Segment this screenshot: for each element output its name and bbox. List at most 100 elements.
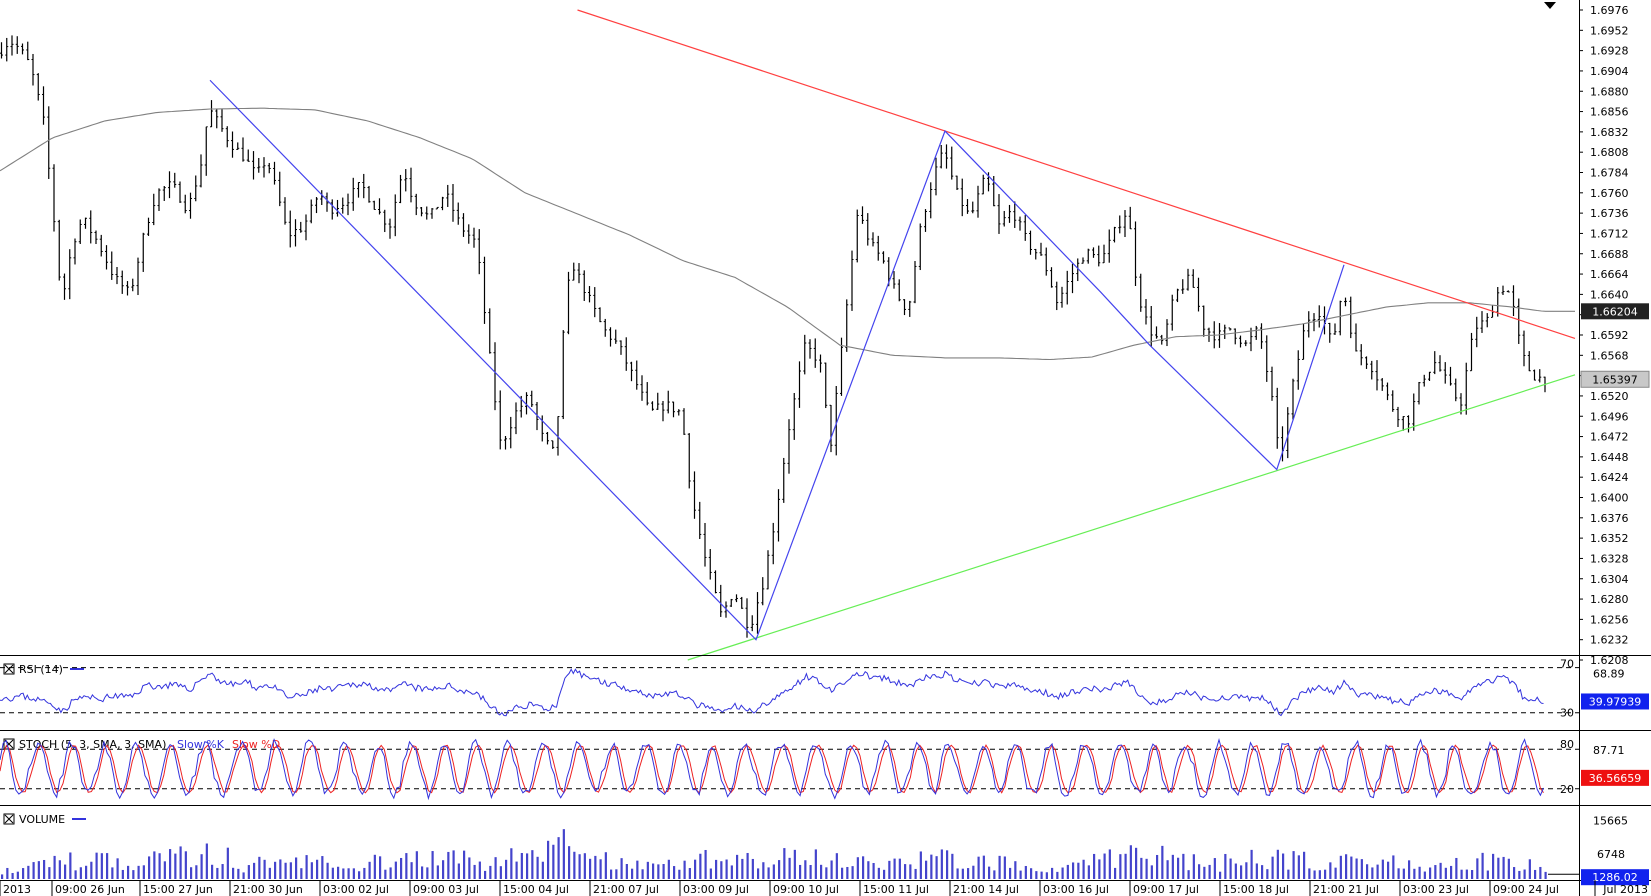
- price-bar: [1113, 226, 1116, 243]
- resistance-trendline[interactable]: [577, 9, 1576, 339]
- price-bar: [1412, 393, 1416, 431]
- stoch-panel[interactable]: STOCH (5, 3, SMA, 3, SMA) Slow %K Slow %…: [0, 737, 1649, 801]
- rsi-level-70-label: 70: [1560, 658, 1574, 671]
- volume-bar: [295, 857, 298, 879]
- price-bar: [99, 234, 103, 257]
- volume-bar: [1444, 867, 1447, 879]
- price-panel[interactable]: [0, 2, 1576, 661]
- price-tick-label: 1.6664: [1590, 268, 1629, 281]
- rsi-panel[interactable]: RSI (14) 70 30 68.89 39.97939: [0, 658, 1649, 720]
- wave-trendlines[interactable]: [209, 79, 1345, 641]
- stoch-slow-d-line: [0, 744, 1544, 794]
- rsi-line: [0, 668, 1544, 717]
- volume-value-badge: [1581, 869, 1649, 886]
- price-bar: [1365, 356, 1368, 369]
- volume-bar: [274, 861, 277, 879]
- time-tick-label: 21:00 21 Jul: [1313, 883, 1379, 896]
- price-bar: [126, 281, 129, 296]
- price-bar: [1307, 311, 1311, 338]
- price-tick-label: 1.6400: [1590, 492, 1629, 505]
- close-icon[interactable]: [4, 814, 14, 824]
- price-tick-label: 1.6208: [1590, 654, 1629, 667]
- price-bar: [903, 299, 906, 316]
- price-bar: [157, 188, 161, 211]
- volume-bar: [783, 848, 786, 879]
- volume-bar: [64, 864, 67, 879]
- price-bar: [451, 184, 455, 222]
- volume-bar: [898, 858, 901, 879]
- volume-bar: [1229, 858, 1232, 879]
- price-bar: [309, 199, 313, 224]
- volume-bar: [730, 865, 733, 879]
- price-tick-label: 1.6256: [1590, 613, 1629, 626]
- price-bar: [950, 146, 954, 180]
- volume-bar: [1334, 867, 1337, 879]
- volume-bar: [1387, 861, 1390, 879]
- price-tick-label: 1.6688: [1590, 248, 1629, 261]
- volume-bar: [652, 863, 655, 879]
- volume-bar: [484, 870, 487, 879]
- volume-bar: [688, 868, 691, 879]
- stoch-k-legend: Slow %K: [177, 738, 225, 751]
- volume-bar: [1171, 854, 1174, 879]
- volume-bar: [1156, 854, 1159, 879]
- volume-bar: [1119, 854, 1122, 879]
- volume-bar: [195, 865, 198, 879]
- volume-bar: [552, 844, 555, 879]
- volume-bar: [389, 867, 392, 879]
- volume-bar: [977, 856, 980, 879]
- price-bar: [162, 186, 166, 201]
- volume-bar: [1224, 853, 1227, 879]
- volume-legend[interactable]: VOLUME: [3, 813, 86, 826]
- volume-bar: [736, 854, 739, 879]
- price-bar: [803, 334, 807, 375]
- volume-bar: [1114, 867, 1117, 879]
- rsi-legend[interactable]: RSI (14): [3, 663, 84, 676]
- volume-bar: [662, 864, 665, 879]
- support-trendline[interactable]: [687, 374, 1576, 661]
- price-tick-label: 1.6712: [1590, 227, 1629, 240]
- close-icon[interactable]: [4, 664, 14, 674]
- stoch-legend[interactable]: STOCH (5, 3, SMA, 3, SMA) Slow %K Slow %…: [3, 738, 280, 751]
- volume-bar: [421, 866, 424, 879]
- volume-panel[interactable]: VOLUME 15665 6748 1286.02: [1, 813, 1649, 886]
- stoch-slow-k-line: [0, 737, 1544, 801]
- price-bar: [346, 193, 350, 216]
- price-bar: [1123, 210, 1127, 238]
- volume-bar: [746, 852, 749, 879]
- volume-bar: [751, 858, 754, 879]
- volume-bar: [190, 867, 193, 879]
- volume-bar: [625, 864, 628, 879]
- volume-bar: [405, 853, 408, 879]
- price-bar: [1401, 416, 1405, 431]
- price-bar: [504, 435, 507, 450]
- price-bar: [52, 164, 56, 232]
- volume-bar: [520, 852, 523, 879]
- volume-bar: [494, 857, 497, 879]
- time-tick-label: 09:00 10 Jul: [773, 883, 839, 896]
- price-bar: [78, 219, 82, 245]
- price-bar: [1538, 369, 1542, 383]
- price-bar: [299, 221, 303, 233]
- price-bar: [1097, 245, 1101, 267]
- price-bar: [110, 251, 114, 280]
- volume-bar: [300, 868, 303, 879]
- price-bar: [241, 137, 245, 162]
- price-tick-label: 1.6784: [1590, 167, 1629, 180]
- price-bar: [1396, 406, 1400, 428]
- volume-bar: [1161, 845, 1164, 879]
- volume-bar: [1455, 857, 1458, 879]
- volume-bar: [799, 864, 802, 879]
- volume-bar: [326, 862, 329, 879]
- scroll-marker-icon[interactable]: [1544, 2, 1556, 9]
- price-bar: [934, 157, 938, 196]
- price-bar: [194, 175, 198, 202]
- volume-bar: [1219, 871, 1222, 879]
- volume-bar: [1297, 855, 1300, 879]
- volume-bar: [169, 849, 172, 879]
- volume-bar: [237, 868, 240, 879]
- price-tick-label: 1.6472: [1590, 431, 1629, 444]
- price-tick-label: 1.6952: [1590, 24, 1629, 37]
- price-bar: [152, 193, 156, 226]
